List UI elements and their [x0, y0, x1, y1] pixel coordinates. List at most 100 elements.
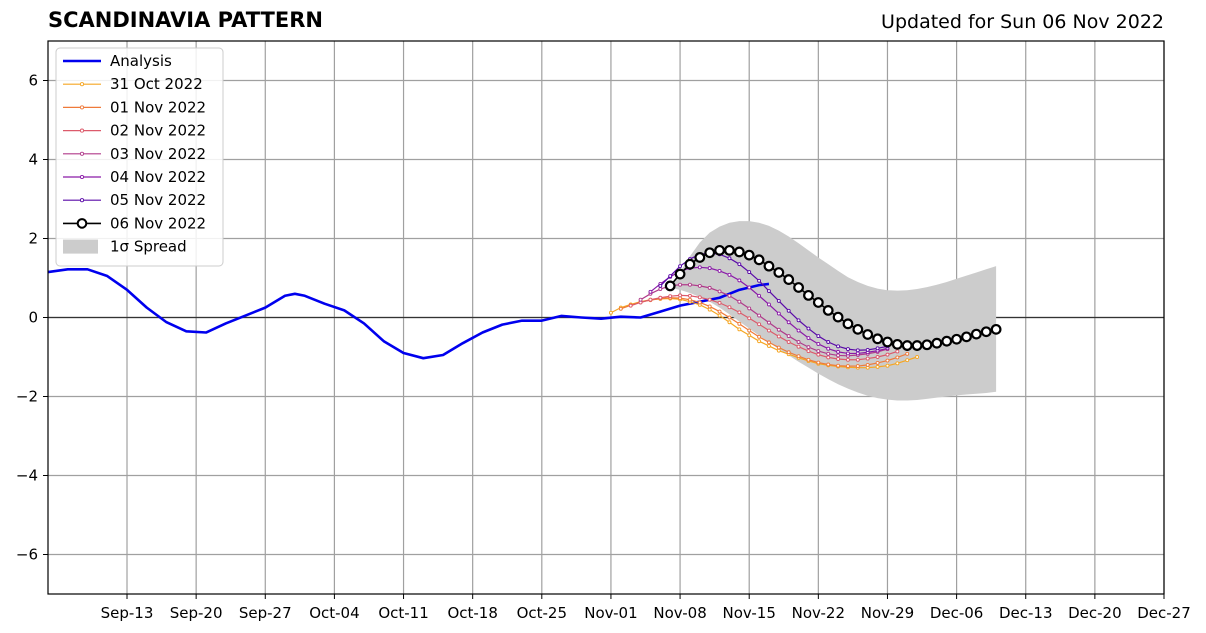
forecast-point [786, 334, 791, 339]
forecast-point [727, 315, 732, 320]
forecast-point [678, 293, 683, 298]
forecast-point [757, 293, 762, 298]
forecast-point [747, 285, 752, 290]
forecast-point [836, 344, 841, 349]
legend-label-series: 01 Nov 2022 [110, 98, 206, 116]
forecast-point [717, 313, 722, 318]
forecast-point [776, 298, 781, 303]
forecast-point [724, 244, 735, 256]
x-tick-label: Dec-20 [1068, 604, 1122, 622]
forecast-point [783, 274, 795, 285]
forecast-point [697, 283, 702, 288]
forecast-point [737, 310, 742, 315]
forecast-point [767, 328, 771, 333]
forecast-point [674, 268, 686, 280]
forecast-point [707, 285, 712, 290]
forecast-point [980, 326, 992, 338]
forecast-point [668, 274, 673, 278]
y-tick-label: −6 [16, 546, 38, 564]
forecast-point [776, 334, 781, 339]
forecast-point [678, 282, 683, 287]
forecast-point [687, 282, 692, 287]
forecast-point [951, 333, 963, 345]
forecast-point [872, 333, 883, 345]
forecast-point [846, 347, 850, 352]
forecast-point [961, 331, 972, 343]
forecast-point [786, 308, 791, 313]
forecast-point [891, 338, 903, 350]
forecast-point [846, 364, 850, 369]
forecast-point [875, 355, 880, 359]
forecast-point [678, 264, 683, 269]
forecast-point [773, 267, 785, 278]
legend-label-series: 04 Nov 2022 [110, 168, 206, 186]
forecast-point [816, 360, 821, 365]
forecast-point [727, 320, 732, 325]
forecast-point [776, 345, 781, 350]
forecast-point [743, 249, 755, 261]
forecast-point [816, 352, 821, 357]
forecast-point [836, 357, 841, 361]
forecast-point [882, 336, 893, 348]
forecast-point [776, 327, 781, 332]
forecast-point [832, 311, 844, 323]
forecast-point [757, 339, 762, 344]
chart-title: SCANDINAVIA PATTERN [48, 8, 323, 32]
x-tick-label: Oct-25 [517, 604, 567, 622]
forecast-point [618, 306, 623, 311]
forecast-point [767, 302, 771, 307]
legend-swatch-spread [63, 239, 98, 254]
forecast-point [786, 320, 791, 325]
forecast-point [694, 252, 706, 263]
forecast-point [885, 352, 890, 357]
x-tick-label: Oct-18 [447, 604, 497, 622]
forecast-point [664, 280, 676, 292]
forecast-point [727, 272, 732, 277]
forecast-point [658, 295, 663, 300]
x-tick-label: Oct-11 [378, 604, 428, 622]
forecast-point [747, 306, 752, 311]
forecast-point [812, 297, 824, 308]
legend-swatch-marker [79, 128, 85, 133]
forecast-point [727, 256, 732, 261]
forecast-point [846, 351, 850, 356]
legend-label-series: 06 Nov 2022 [110, 214, 206, 232]
forecast-point [901, 340, 913, 351]
forecast-point [865, 347, 870, 352]
forecast-point [658, 287, 663, 292]
forecast-point [786, 340, 791, 344]
forecast-point [826, 362, 831, 367]
forecast-point [687, 297, 692, 302]
forecast-point [757, 278, 762, 283]
forecast-point [776, 311, 781, 316]
x-tick-label: Dec-06 [930, 604, 984, 622]
forecast-point [826, 340, 831, 344]
forecast-point [941, 335, 953, 347]
forecast-point [747, 270, 752, 275]
forecast-point [970, 328, 982, 340]
forecast-point [763, 260, 775, 272]
x-tick-label: Dec-13 [999, 604, 1053, 622]
forecast-point [687, 293, 692, 298]
x-tick-label: Sep-20 [170, 604, 223, 622]
forecast-point [767, 289, 771, 293]
forecast-point [846, 357, 850, 362]
forecast-point [648, 289, 653, 294]
forecast-point [767, 343, 771, 348]
forecast-point [905, 358, 910, 363]
x-tick-label: Nov-01 [584, 604, 637, 622]
legend-swatch-marker [79, 82, 85, 87]
forecast-point [796, 318, 801, 323]
chart-updated-date: Updated for Sun 06 Nov 2022 [881, 11, 1164, 33]
forecast-point [836, 363, 841, 368]
forecast-point [658, 283, 663, 288]
forecast-point [816, 342, 821, 346]
forecast-point [852, 323, 864, 335]
forecast-point [737, 299, 742, 304]
forecast-point [862, 329, 874, 340]
forecast-point [628, 303, 633, 308]
forecast-point [836, 353, 841, 358]
forecast-point [803, 289, 814, 301]
forecast-point [638, 297, 643, 302]
x-tick-label: Sep-13 [101, 604, 154, 622]
